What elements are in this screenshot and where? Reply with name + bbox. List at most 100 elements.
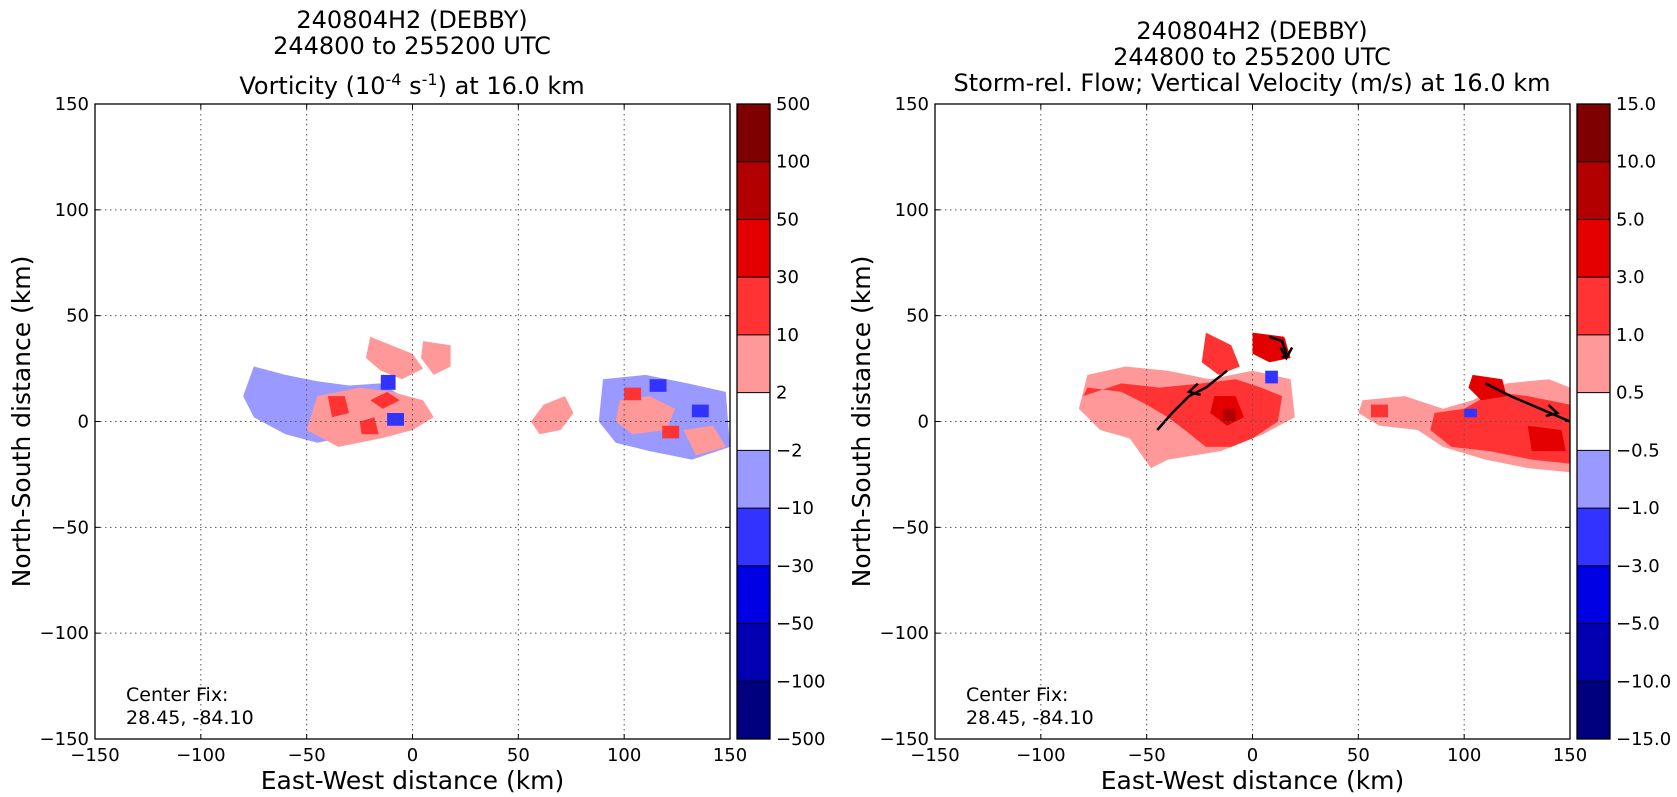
title-line-3: Storm-rel. Flow; Vertical Velocity (m/s)… [954,69,1551,97]
colorbar-segment [1577,681,1610,740]
center-fix-label: Center Fix: [126,684,228,706]
x-tick-label: 0 [1247,745,1258,766]
streamline-arrow-2 [1279,346,1294,361]
x-tick-label: −50 [288,745,326,766]
field-region-6 [1222,408,1236,422]
y-axis-label: North-South distance (km) [847,256,876,588]
field-region-12 [1464,408,1477,418]
colorbar-segment [737,565,770,625]
field-region-11 [1527,425,1566,452]
colorbar-tick-label: 5.0 [1616,209,1645,230]
colorbar-tick-label: 15.0 [1616,94,1656,115]
colorbar-segment [737,450,770,509]
colorbar-frame [1576,103,1611,740]
x-tick-label: 100 [1447,745,1481,766]
colorbar-tick-label: −100 [776,671,825,692]
colorbar-tick-label: 3.0 [1616,267,1645,288]
colorbar-tick-label: −3.0 [1616,556,1660,577]
y-tick-label: −100 [880,623,929,644]
colorbar-segment [737,334,770,394]
x-tick-label: 50 [507,745,530,766]
colorbar-tick-label: −10.0 [1616,671,1671,692]
title-superscript: -4 [386,70,402,89]
title-line-2: 244800 to 255200 UTC [273,32,551,60]
colorbar-tick-label: −5.0 [1616,614,1660,635]
center-fix-label: Center Fix: [966,684,1068,706]
streamline-arrow-3 [1545,403,1560,418]
y-tick-label: 50 [66,306,89,327]
field-region-10 [1468,374,1507,401]
colorbar-tick-label: −500 [776,729,825,750]
y-tick-label: −100 [40,623,89,644]
field-region-8 [1430,391,1570,464]
center-fix-value: 28.45, -84.10 [126,707,254,729]
colorbar-segment [737,277,770,336]
x-tick-label: 150 [1553,745,1587,766]
colorbar-tick-label: −10 [776,498,814,519]
data-layer [243,336,730,460]
field-region-9 [1371,404,1388,418]
x-tick-label: 150 [713,745,747,766]
colorbar-tick-label: 0.5 [1616,383,1645,404]
colorbar-tick-label: 10 [776,325,799,346]
colorbar-tick-label: 2 [776,383,787,404]
x-tick-label: −50 [1128,745,1166,766]
colorbar-segment [1577,277,1610,336]
title-line-2: 244800 to 255200 UTC [1113,43,1391,71]
title-superscript: -1 [422,70,438,89]
y-tick-label: −50 [51,517,89,538]
colorbar-tick-label: 100 [776,152,810,173]
title-line-3: Vorticity (10-4 s-1) at 16.0 km [239,70,584,100]
colorbar-segment [1577,104,1610,163]
field-region-5 [327,396,349,418]
x-axis-label: East-West distance (km) [261,766,565,795]
field-region-13 [683,425,726,456]
x-tick-label: 50 [1347,745,1370,766]
chart-panel-2: 240804H2 (DEBBY)244800 to 255200 UTCStor… [847,17,1671,795]
field-region-4 [421,341,451,375]
field-region-3 [365,336,424,380]
colorbar-tick-label: −2 [776,440,803,461]
title-text: Vorticity (10 [239,72,385,100]
streamline-1 [1156,369,1228,431]
colorbar-tick-label: 500 [776,94,810,115]
colorbar-segment [1577,508,1610,567]
colorbar-frame [736,103,771,740]
data-layer [1078,332,1570,473]
colorbar-segment [1577,219,1610,278]
colorbar-segment [737,508,770,567]
field-region-17 [662,425,680,439]
x-tick-label: −150 [70,745,119,766]
colorbar-segment [737,623,770,682]
y-tick-label: 150 [55,94,89,115]
y-tick-label: 100 [895,200,929,221]
y-tick-label: −150 [880,729,929,750]
field-region-8 [380,374,396,390]
colorbar-segment [737,681,770,740]
chart-panel-1: 240804H2 (DEBBY)244800 to 255200 UTC Vort… [7,6,825,795]
x-tick-label: −100 [1016,745,1065,766]
colorbar-segment [737,161,770,220]
x-tick-label: −150 [910,745,959,766]
y-tick-label: −150 [40,729,89,750]
y-tick-label: −50 [891,517,929,538]
field-region-6 [370,391,400,409]
field-region-7 [359,417,379,435]
field-region-14 [649,379,667,392]
field-region-2 [306,387,434,447]
title-line-1: 240804H2 (DEBBY) [1136,17,1367,45]
field-region-16 [624,387,642,401]
streamline-arrow-1 [1186,382,1201,397]
colorbar-tick-label: −50 [776,614,814,635]
y-axis-label: North-South distance (km) [7,256,36,588]
colorbar-segment [1577,565,1610,625]
colorbar-segment [1577,623,1610,682]
colorbar-segment [1577,334,1610,394]
colorbar-segment [1577,161,1610,220]
field-region-12 [615,396,675,435]
x-axis-label: East-West distance (km) [1101,766,1405,795]
center-fix-value: 28.45, -84.10 [966,707,1094,729]
colorbar-tick-label: 10.0 [1616,152,1656,173]
colorbar-tick-label: 1.0 [1616,325,1645,346]
